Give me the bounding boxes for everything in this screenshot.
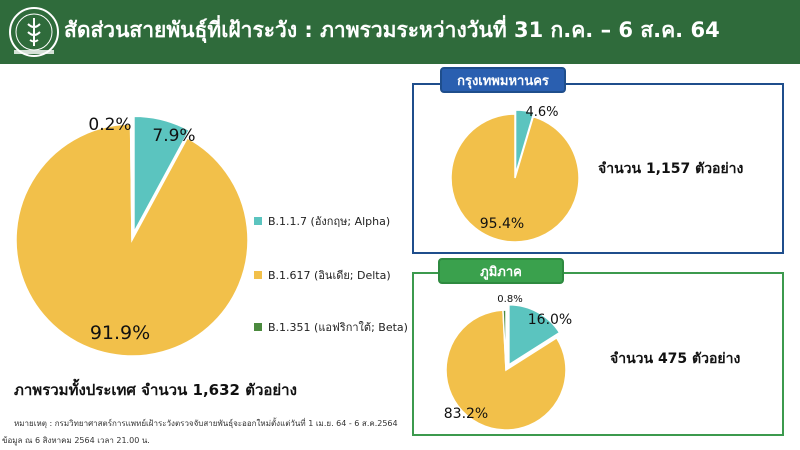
pie-slice-beta: [502, 309, 507, 371]
bangkok-panel: [412, 83, 784, 254]
pie-label-delta: 83.2%: [444, 406, 488, 422]
legend-item-delta: B.1.617 (อินเดีย; Delta): [254, 266, 391, 284]
pie-label-delta: 91.9%: [90, 322, 150, 344]
header-bar: สัดส่วนสายพันธุ์ที่เฝ้าระวัง : ภาพรวมระห…: [0, 0, 800, 64]
pie-slice-delta: [450, 113, 580, 243]
region-sample-caption: จำนวน 475 ตัวอย่าง: [610, 351, 741, 367]
pie-label-beta: 0.2%: [88, 115, 131, 135]
pie-chart-bangkok: 4.6% 95.4%: [450, 105, 580, 243]
legend-swatch-delta: [254, 271, 262, 279]
pie-slice-beta: [129, 123, 133, 241]
pie-chart-region: 16.0% 83.2% 0.8%: [444, 294, 572, 431]
pie-label-alpha: 7.9%: [152, 126, 195, 146]
region-panel-title: ภูมิภาค: [438, 258, 564, 284]
legend-label-delta: B.1.617 (อินเดีย; Delta): [268, 269, 391, 282]
data-date: ข้อมูล ณ 6 สิงหาคม 2564 เวลา 21.00 น.: [2, 436, 150, 445]
pie-slice-alpha: [133, 115, 191, 233]
legend-label-alpha: B.1.1.7 (อังกฤษ; Alpha): [268, 215, 391, 228]
pie-label-alpha: 16.0%: [528, 312, 572, 328]
legend-swatch-beta: [254, 323, 262, 331]
footnote: หมายเหตุ : กรมวิทยาศาสตร์การแพทย์เฝ้าระว…: [14, 419, 398, 428]
legend-item-beta: B.1.351 (แอฟริกาใต้; Beta): [254, 318, 408, 336]
pie-chart-country: 7.9% 91.9% 0.2%: [15, 115, 249, 357]
bangkok-sample-caption: จำนวน 1,157 ตัวอย่าง: [598, 161, 744, 177]
page-title: สัดส่วนสายพันธุ์ที่เฝ้าระวัง : ภาพรวมระห…: [64, 18, 720, 42]
pie-slice-delta: [445, 309, 567, 431]
legend-swatch-alpha: [254, 217, 262, 225]
ministry-logo-icon: [9, 7, 59, 57]
pie-label-beta: 0.8%: [497, 294, 522, 305]
legend-item-alpha: B.1.1.7 (อังกฤษ; Alpha): [254, 212, 390, 230]
pie-slice-alpha: [508, 303, 561, 367]
region-panel: [412, 272, 784, 436]
country-sample-caption: ภาพรวมทั้งประเทศ จำนวน 1,632 ตัวอย่าง: [14, 381, 297, 399]
bangkok-panel-title: กรุงเทพมหานคร: [440, 67, 566, 93]
pie-label-alpha: 4.6%: [525, 105, 558, 120]
pie-slice-alpha: [514, 109, 535, 175]
legend-label-beta: B.1.351 (แอฟริกาใต้; Beta): [268, 321, 408, 334]
pie-label-delta: 95.4%: [480, 216, 524, 232]
